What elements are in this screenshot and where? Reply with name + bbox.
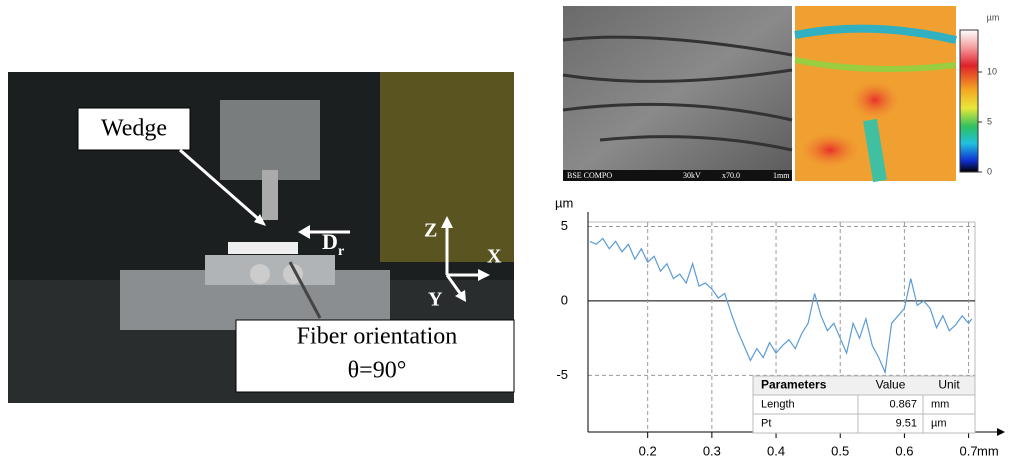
y-tick-label: -5 <box>556 367 568 382</box>
x-tick-label: 0.4 <box>767 443 785 458</box>
axis-y: Y <box>428 289 443 311</box>
table-cell: 0.867 <box>889 398 917 410</box>
sem-voltage: 30kV <box>683 171 701 180</box>
axis-z: Z <box>424 220 437 242</box>
height-map <box>795 6 956 181</box>
table-header: Value <box>876 378 906 392</box>
table-cell: 9.51 <box>896 417 917 429</box>
fiber-angle: θ=90° <box>348 358 407 384</box>
table-header: Unit <box>938 378 960 392</box>
colorbar-tick-label: 10 <box>987 66 997 76</box>
sem-image: BSE COMPO 30kV x70.0 1mm <box>563 6 792 181</box>
sem-magnification: x70.0 <box>722 171 740 180</box>
fiber-label: Fiber orientation <box>297 324 458 350</box>
table-cell: Pt <box>761 417 771 429</box>
sem-mode: BSE COMPO <box>567 171 612 180</box>
table-header: Parameters <box>761 378 827 392</box>
axis-x: X <box>487 246 502 268</box>
colorbar-ticks: 10 5 0 <box>978 66 997 176</box>
x-tick-label: 0.6 <box>895 443 913 458</box>
colorbar-tick-label: 5 <box>987 116 992 126</box>
x-tick-label: 0.5 <box>831 443 849 458</box>
sem-scale: 1mm <box>773 171 790 180</box>
figure: Wedge D r Z X Y Fiber orientation θ=90° … <box>0 0 1014 464</box>
profile-line <box>590 238 972 372</box>
photo: Wedge D r Z X Y Fiber orientation θ=90° <box>8 72 514 403</box>
x-tick-label: 0.2 <box>639 443 657 458</box>
x-tick-label: 0.7 <box>960 443 978 458</box>
table-cell: Length <box>761 398 795 410</box>
table-cell: µm <box>931 417 947 429</box>
table-cell: mm <box>931 398 949 410</box>
x-axis-arrow <box>997 428 1005 436</box>
colorbar-tick-label: 0 <box>987 166 992 176</box>
y-unit: µm <box>555 195 573 210</box>
x-tick-label: 0.3 <box>703 443 721 458</box>
colorbar <box>960 30 978 172</box>
force-subscript: r <box>338 244 344 259</box>
y-tick-label: 5 <box>561 218 568 233</box>
wedge-label: Wedge <box>101 116 167 142</box>
y-tick-label: 0 <box>561 292 568 307</box>
page: Wedge D r Z X Y Fiber orientation θ=90° … <box>0 0 1014 464</box>
x-unit: mm <box>977 443 999 458</box>
colorbar-unit: µm <box>987 12 1000 22</box>
